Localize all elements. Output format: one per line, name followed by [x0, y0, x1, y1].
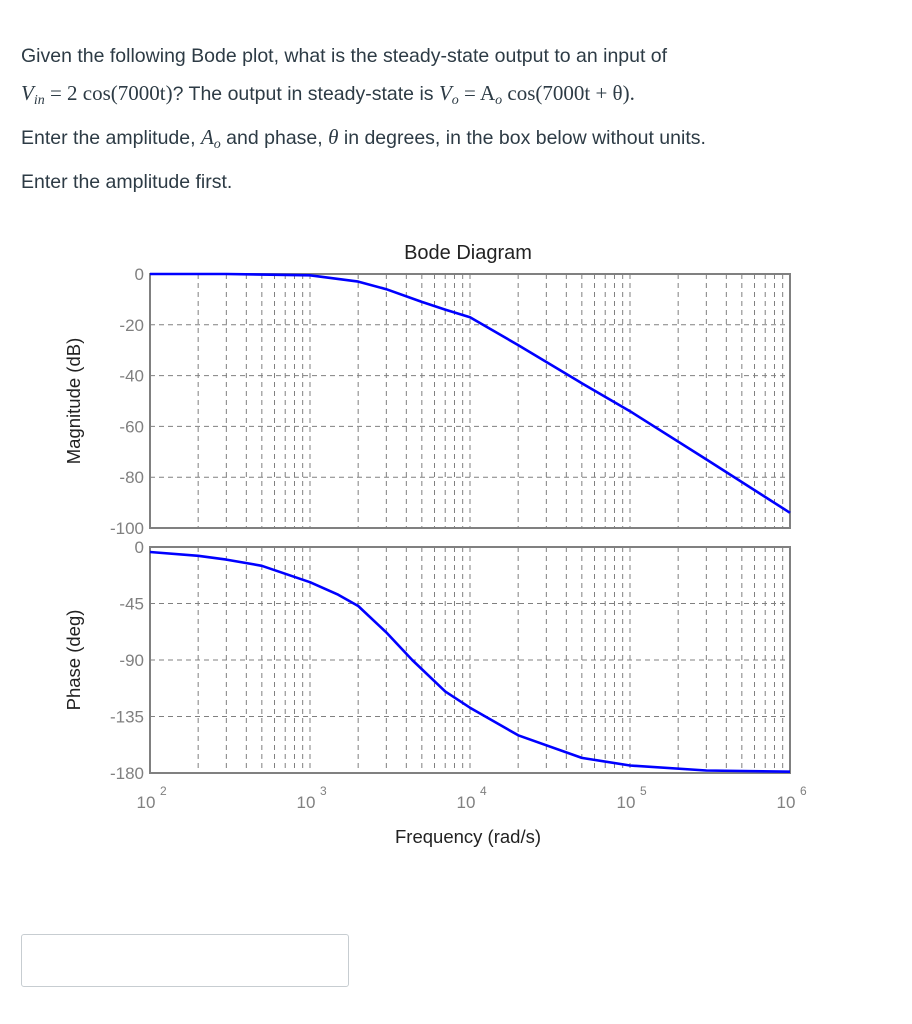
question-line-4: Enter the amplitude first.: [21, 170, 233, 193]
x-tick-label: 10: [617, 793, 636, 812]
y-tick-label: 0: [135, 538, 144, 557]
bode-chart: Bode Diagram 0 -20 -40 -60 -80 -100 0 -45 -90 -1…: [0, 220, 912, 860]
x-tick-exponent: 6: [800, 784, 807, 798]
y-tick-label: -20: [119, 316, 144, 335]
x-tick-exponent: 4: [480, 784, 487, 798]
magnitude-panel: 0 -20 -40 -60 -80 -100: [110, 265, 791, 538]
x-tick-exponent: 2: [160, 784, 167, 798]
phase-curve: [149, 550, 791, 773]
magnitude-y-label: Magnitude (dB): [63, 338, 84, 464]
x-axis-label: Frequency (rad/s): [395, 826, 541, 847]
y-tick-label: -40: [119, 367, 144, 386]
y-tick-label: -100: [110, 519, 144, 538]
x-tick-label: 10: [137, 793, 156, 812]
answer-input[interactable]: [21, 934, 349, 987]
x-tick-label: 10: [457, 793, 476, 812]
y-tick-label: 0: [135, 265, 144, 284]
x-axis-ticks: 10 2 10 3 10 4 10 5 10 6: [137, 784, 807, 812]
phase-panel: 0 -45 -90 -135 -180: [110, 538, 791, 783]
y-tick-label: -135: [110, 708, 144, 727]
input-equation: Vin = 2 cos(7000t): [21, 80, 173, 108]
question-line-1: Given the following Bode plot, what is t…: [21, 45, 668, 67]
phase-y-label: Phase (deg): [63, 610, 84, 711]
x-tick-label: 10: [777, 793, 796, 812]
y-tick-label: -80: [119, 468, 144, 487]
question-line-2: Vin = 2 cos(7000t)? The output in steady…: [21, 80, 635, 108]
question-line-3: Enter the amplitude, Ao and phase, θ in …: [21, 125, 706, 152]
magnitude-curve: [150, 272, 791, 514]
x-tick-exponent: 3: [320, 784, 327, 798]
bode-plot-svg: Bode Diagram 0 -20 -40 -60 -80 -100 0 -45 -90 -1…: [63, 242, 807, 847]
y-tick-label: -90: [119, 651, 144, 670]
question-text: Given the following Bode plot, what is t…: [21, 38, 891, 200]
y-tick-label: -45: [119, 595, 144, 614]
y-tick-label: -180: [110, 764, 144, 783]
y-tick-label: -60: [119, 417, 144, 436]
x-tick-label: 10: [297, 793, 316, 812]
output-equation: Vo = Ao cos(7000t + θ).: [438, 80, 635, 108]
x-tick-exponent: 5: [640, 784, 647, 798]
chart-title: Bode Diagram: [404, 242, 532, 264]
